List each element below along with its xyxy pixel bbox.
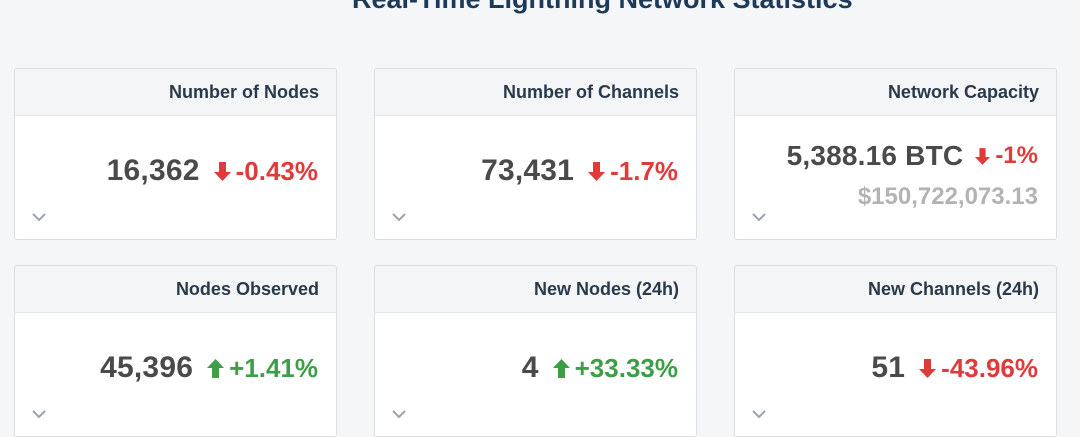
card-body: 16,362 -0.43% [15,116,336,239]
arrow-down-icon [588,161,606,181]
stat-card-new-nodes-24h: New Nodes (24h) 4 +33.33% [374,265,697,437]
stat-card-network-capacity: Network Capacity 5,388.16 BTC -1% $150,7… [734,68,1057,240]
page-title: Real-Time Lightning Network Statistics [0,0,1080,15]
stat-card-nodes-observed: Nodes Observed 45,396 +1.41% [14,265,337,437]
stat-change: -43.96% [941,352,1038,383]
stat-value: 73,431 [481,154,575,187]
arrow-down-icon [975,147,991,165]
stat-value: 51 [871,351,906,384]
chevron-down-icon[interactable] [391,409,407,419]
card-body: 45,396 +1.41% [15,313,336,436]
stat-value: 16,362 [106,154,200,187]
stat-line: 5,388.16 BTC -1% [787,140,1038,172]
stat-card-number-of-channels: Number of Channels 73,431 -1.7% [374,68,697,240]
stat-line: 45,396 +1.41% [100,351,318,385]
arrow-down-icon [213,161,231,181]
arrow-down-icon [919,358,937,378]
card-body: 51 -43.96% [735,313,1056,436]
arrow-up-icon [207,358,225,378]
card-title: Number of Channels [375,69,696,116]
card-title: Nodes Observed [15,266,336,313]
stat-change: +1.41% [229,352,318,383]
arrow-up-icon [552,358,570,378]
stat-change: +33.33% [574,352,678,383]
chevron-down-icon[interactable] [751,212,767,222]
stat-sub-value-usd: $150,722,073.13 [857,183,1038,210]
card-body: 73,431 -1.7% [375,116,696,239]
card-title: New Nodes (24h) [375,266,696,313]
chevron-down-icon[interactable] [31,212,47,222]
chevron-down-icon[interactable] [31,409,47,419]
stat-value: 4 [521,351,539,384]
chevron-down-icon[interactable] [751,409,767,419]
stat-card-number-of-nodes: Number of Nodes 16,362 -0.43% [14,68,337,240]
card-title: Network Capacity [735,69,1056,116]
stat-value: 45,396 [100,351,194,384]
stat-change: -1% [995,142,1038,169]
stat-line: 16,362 -0.43% [107,154,318,188]
card-title: New Channels (24h) [735,266,1056,313]
stat-line: 73,431 -1.7% [481,154,678,188]
card-body: 4 +33.33% [375,313,696,436]
card-body: 5,388.16 BTC -1% $150,722,073.13 [735,116,1056,239]
stat-change: -1.7% [610,155,678,186]
card-title: Number of Nodes [15,69,336,116]
stat-value: 5,388.16 BTC [786,140,964,171]
stat-card-new-channels-24h: New Channels (24h) 51 -43.96% [734,265,1057,437]
chevron-down-icon[interactable] [391,212,407,222]
stat-change: -0.43% [235,155,318,186]
stat-line: 4 +33.33% [522,351,678,385]
stat-line: 51 -43.96% [871,351,1038,385]
